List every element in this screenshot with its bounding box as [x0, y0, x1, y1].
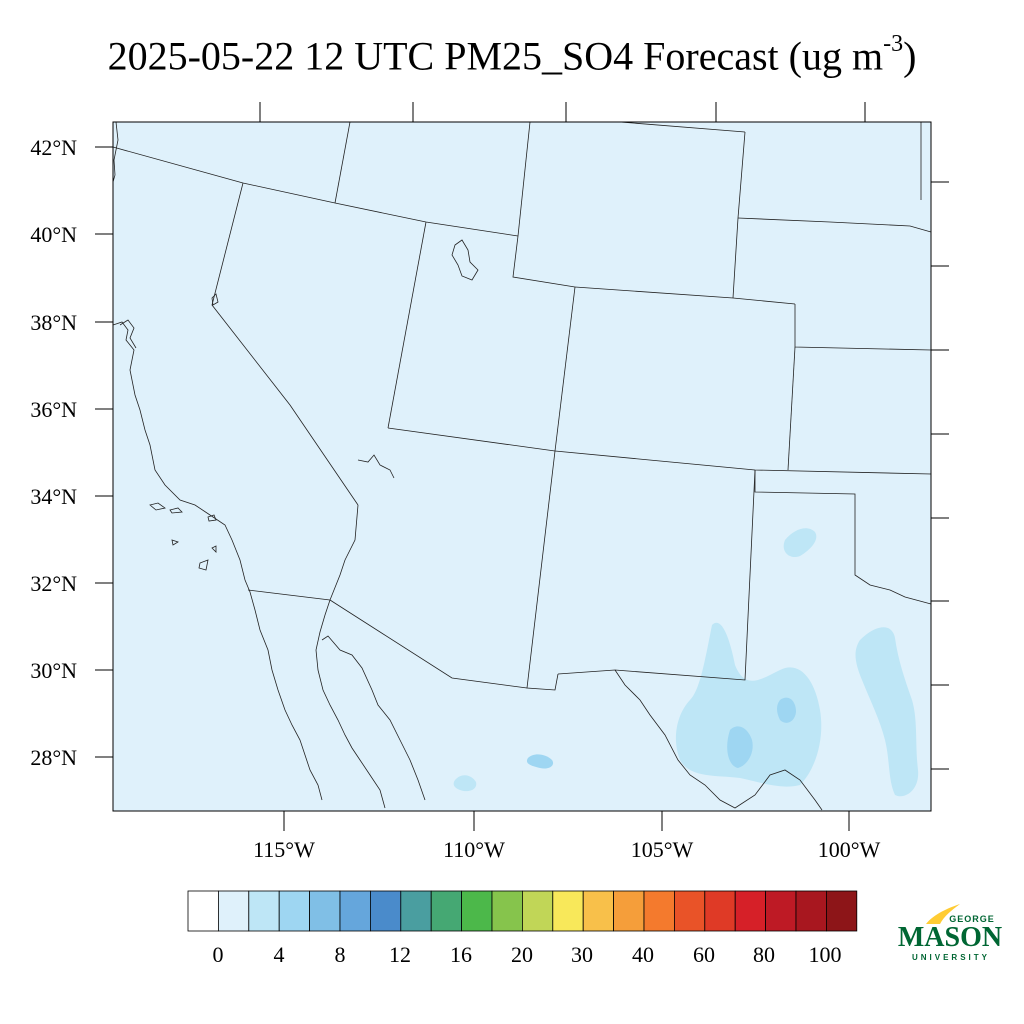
colorbar-label-8: 8 — [335, 942, 346, 967]
colorbar-box — [643, 890, 675, 932]
colorbar-box — [734, 890, 767, 932]
lon-label-105: 105°W — [631, 837, 694, 862]
california-arizona-border — [329, 504, 359, 601]
colorbar-label-16: 16 — [450, 942, 472, 967]
logo-university: UNIVERSITY — [912, 953, 990, 962]
lat-label-40: 40°N — [30, 222, 77, 247]
colorbar-box — [522, 890, 554, 932]
nevada-utah-border — [387, 221, 427, 429]
lat-label-38: 38°N — [30, 310, 77, 335]
lat-label-36: 36°N — [30, 397, 77, 422]
colorbar-label-0: 0 — [213, 942, 224, 967]
colorbar-box — [795, 890, 827, 932]
lon-label-110: 110°W — [443, 837, 505, 862]
colorbar-label-4: 4 — [274, 942, 285, 967]
patch-nm-plains — [783, 528, 817, 558]
concentration-patches — [453, 528, 919, 797]
colorbar-label-40: 40 — [632, 942, 654, 967]
great-salt-lake — [451, 239, 479, 281]
logo-george: GEORGE — [949, 914, 995, 924]
lat-label-42: 42°N — [30, 135, 77, 160]
pacific-coastline — [112, 121, 323, 801]
idaho-nevada-border — [334, 121, 351, 204]
lon-label-100: 100°W — [818, 837, 881, 862]
colorbar-box — [309, 890, 341, 932]
colorbar-label-100: 100 — [809, 942, 842, 967]
lake-mead — [357, 454, 395, 479]
arizona-nm-border — [526, 450, 559, 691]
university-logo: GEORGE MASON UNIVERSITY — [898, 904, 1002, 962]
colorbar-box — [248, 890, 280, 932]
patch-west-texas — [675, 622, 822, 787]
utah-wyoming-border — [512, 235, 576, 288]
sf-bay — [119, 319, 137, 349]
colorbar-box — [217, 890, 250, 932]
colorbar-box — [674, 890, 706, 932]
idaho-wyoming-border — [517, 121, 531, 237]
colorbar-box — [187, 890, 219, 932]
map-ticks — [95, 102, 949, 831]
colorbar-box — [461, 890, 493, 932]
colorbar — [187, 890, 858, 932]
title-suffix: ) — [903, 33, 917, 79]
map-frame — [112, 121, 932, 812]
lat-labels: 42°N 40°N 38°N 36°N 34°N 32°N 30°N 28°N — [30, 135, 77, 770]
logo-mason: MASON — [898, 922, 1002, 953]
colorbar-box — [582, 890, 615, 932]
four-corners-line — [387, 427, 932, 475]
california-mexico-border — [247, 589, 331, 601]
map-title: 2025-05-22 12 UTC PM25_SO4 Forecast (ug … — [0, 24, 1024, 80]
patch-oklahoma-texas — [855, 627, 919, 797]
colorbar-box — [400, 890, 432, 932]
colorbar-box — [369, 890, 402, 932]
boundary-lines — [112, 121, 932, 811]
colorbar-box — [613, 890, 645, 932]
patch-mid-3 — [526, 754, 554, 769]
lat-label-32: 32°N — [30, 571, 77, 596]
lat-label-28: 28°N — [30, 745, 77, 770]
lon-label-115: 115°W — [253, 837, 315, 862]
lat-label-30: 30°N — [30, 658, 77, 683]
nm-texas-border — [557, 469, 756, 681]
colorbar-box — [552, 890, 584, 932]
logo-flame-icon — [926, 904, 960, 924]
patch-mid-1 — [727, 726, 753, 768]
lon-labels: 115°W 110°W 105°W 100°W — [253, 837, 880, 862]
nebraska-south-border — [737, 217, 932, 233]
colorbar-label-60: 60 — [693, 942, 715, 967]
colorbar-label-12: 12 — [389, 942, 411, 967]
california-nevada-border — [211, 182, 359, 506]
colorbar-label-20: 20 — [511, 942, 533, 967]
oklahoma-panhandle — [754, 470, 932, 605]
colorbar-box — [278, 890, 311, 932]
concentration-patches-mid — [526, 697, 796, 769]
colorbar-box — [491, 890, 523, 932]
lat-label-34: 34°N — [30, 484, 77, 509]
kansas-oklahoma-border — [787, 346, 796, 471]
colorbar-box — [704, 890, 736, 932]
wyoming-colorado-border — [574, 286, 796, 305]
title-text: 2025-05-22 12 UTC PM25_SO4 Forecast (ug … — [107, 33, 884, 79]
utah-colorado-border — [554, 286, 576, 452]
colorbar-box — [826, 890, 858, 932]
patch-mid-2 — [777, 697, 796, 723]
colorbar-box — [765, 890, 797, 932]
baja-gulf-coast — [315, 599, 426, 809]
colorbar-box — [430, 890, 463, 932]
colorbar-labels: 0 4 8 12 16 20 30 40 60 80 100 — [213, 942, 842, 967]
colorbar-label-30: 30 — [571, 942, 593, 967]
title-exponent: -3 — [883, 31, 904, 57]
patch-border-desert — [453, 775, 477, 792]
colorbar-box — [339, 890, 371, 932]
arizona-mexico-border — [329, 599, 528, 689]
rio-grande — [614, 669, 823, 811]
channel-islands — [149, 502, 217, 571]
colorbar-label-80: 80 — [753, 942, 775, 967]
